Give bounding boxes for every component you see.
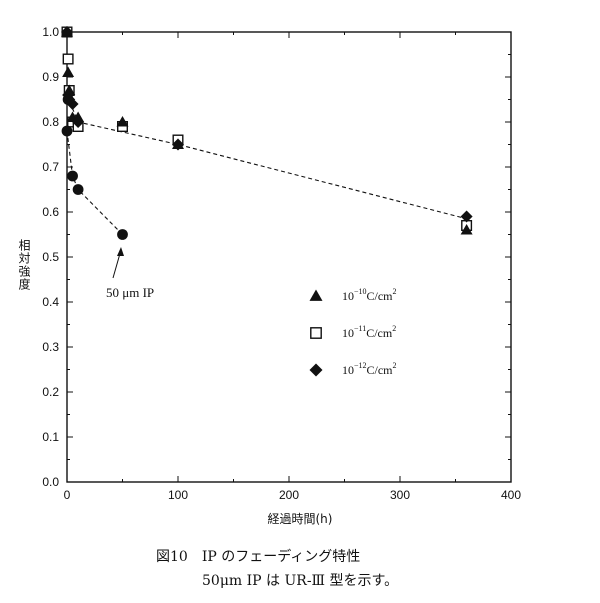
x-tick-label: 0	[64, 488, 71, 502]
y-tick-label: 0.3	[42, 340, 59, 354]
data-point-circle	[67, 170, 78, 182]
annotation-label: 50 μm IP	[106, 285, 154, 300]
x-tick-label: 200	[279, 488, 299, 502]
y-tick-label: 0.8	[42, 115, 59, 129]
legend-label: 10−12C/cm2	[342, 361, 397, 377]
x-axis: 0 100 200 300 400	[64, 32, 521, 502]
y-axis-label: 相対強度	[17, 239, 31, 291]
legend: 10−10C/cm2 10−11C/cm2 10−12C/cm2	[309, 287, 397, 377]
data-point-triangle	[62, 66, 75, 77]
annotation-arrowhead	[117, 247, 124, 256]
data-point-circle	[72, 184, 84, 195]
data-point-circle	[62, 94, 74, 105]
figure-caption-line2: 50μm IP は UR-Ⅲ 型を示す。	[202, 573, 399, 589]
x-tick-label: 100	[168, 488, 188, 502]
legend-label: 10−10C/cm2	[342, 287, 397, 303]
legend-label: 10−11C/cm2	[342, 324, 396, 340]
y-tick-label: 1.0	[42, 25, 59, 39]
trend-line	[66, 130, 123, 235]
y-tick-label: 0.6	[42, 205, 59, 219]
x-tick-label: 400	[501, 488, 521, 502]
x-tick-label: 300	[390, 488, 410, 502]
y-tick-label: 0.1	[42, 430, 59, 444]
data-point-diamond	[172, 138, 184, 151]
trend-line	[66, 94, 467, 220]
data-point-triangle	[116, 116, 129, 127]
data-point-diamond	[460, 210, 473, 223]
data-point-triangle	[460, 224, 473, 235]
y-tick-label: 0.4	[42, 295, 59, 309]
data-markers	[61, 26, 473, 240]
annotation: 50 μm IP	[106, 247, 154, 300]
figure-caption-line1: 図10 IP のフェーディング特性	[156, 549, 361, 565]
legend-marker-diamond	[309, 363, 323, 377]
y-tick-label: 0.9	[42, 70, 59, 84]
data-point-diamond	[72, 116, 85, 128]
data-point-circle	[117, 229, 128, 240]
data-point-circle	[61, 125, 73, 137]
data-point-square-open	[62, 53, 74, 65]
y-axis: 0.0 0.1 0.2 0.3 0.4 0.5 0.6 0.7 0.8 0.9 1.0	[42, 25, 511, 489]
y-tick-label: 0.7	[42, 160, 59, 174]
trend-lines	[66, 94, 467, 235]
legend-marker-triangle	[309, 289, 323, 301]
x-axis-label: 経過時間(h)	[268, 512, 333, 526]
plot-frame	[66, 31, 512, 483]
y-tick-label: 0.0	[42, 475, 59, 489]
y-tick-label: 0.2	[42, 385, 59, 399]
y-tick-label: 0.5	[42, 250, 59, 264]
data-point-diamond	[61, 26, 73, 38]
legend-marker-square-open	[310, 327, 322, 339]
